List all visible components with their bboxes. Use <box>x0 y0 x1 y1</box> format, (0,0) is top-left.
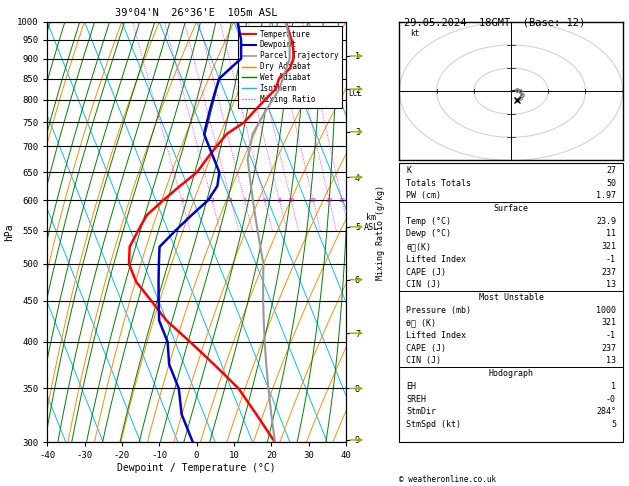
Text: 1: 1 <box>180 198 184 203</box>
Y-axis label: km
ASL: km ASL <box>364 213 379 232</box>
Text: 13: 13 <box>606 356 616 365</box>
Text: θᴀ(K): θᴀ(K) <box>406 242 431 251</box>
Text: 4: 4 <box>243 198 247 203</box>
Text: 237: 237 <box>601 344 616 353</box>
Text: -1: -1 <box>606 255 616 264</box>
Text: Totals Totals: Totals Totals <box>406 179 471 188</box>
Text: K: K <box>406 166 411 175</box>
Legend: Temperature, Dewpoint, Parcel Trajectory, Dry Adiabat, Wet Adiabat, Isotherm, Mi: Temperature, Dewpoint, Parcel Trajectory… <box>238 26 342 108</box>
Text: 1000: 1000 <box>596 306 616 314</box>
Text: Temp (°C): Temp (°C) <box>406 217 451 226</box>
Text: CAPE (J): CAPE (J) <box>406 344 446 353</box>
Text: 50: 50 <box>606 179 616 188</box>
Text: PW (cm): PW (cm) <box>406 191 441 200</box>
Text: Dewp (°C): Dewp (°C) <box>406 229 451 239</box>
Text: 20: 20 <box>326 198 333 203</box>
Text: EH: EH <box>406 382 416 391</box>
Text: 1: 1 <box>611 382 616 391</box>
Title: 39°04'N  26°36'E  105m ASL: 39°04'N 26°36'E 105m ASL <box>115 8 278 18</box>
Text: 5: 5 <box>611 420 616 429</box>
Text: 1.97: 1.97 <box>596 191 616 200</box>
Text: Hodograph: Hodograph <box>489 369 533 378</box>
Text: 11: 11 <box>606 229 616 239</box>
Text: 284°: 284° <box>596 407 616 417</box>
Text: 2: 2 <box>210 198 214 203</box>
Text: Mixing Ratio (g/kg): Mixing Ratio (g/kg) <box>376 185 385 279</box>
Text: StmDir: StmDir <box>406 407 436 417</box>
Text: Most Unstable: Most Unstable <box>479 293 543 302</box>
Text: StmSpd (kt): StmSpd (kt) <box>406 420 461 429</box>
Text: LCL: LCL <box>348 89 362 98</box>
Text: 15: 15 <box>309 198 317 203</box>
Text: 27: 27 <box>606 166 616 175</box>
Text: -0: -0 <box>606 395 616 403</box>
Text: 29.05.2024  18GMT  (Base: 12): 29.05.2024 18GMT (Base: 12) <box>404 17 585 27</box>
Text: Lifted Index: Lifted Index <box>406 255 466 264</box>
Text: 25: 25 <box>338 198 346 203</box>
Y-axis label: hPa: hPa <box>4 223 14 241</box>
Text: 23.9: 23.9 <box>596 217 616 226</box>
Text: 3: 3 <box>229 198 233 203</box>
Text: 10: 10 <box>287 198 295 203</box>
Text: CAPE (J): CAPE (J) <box>406 268 446 277</box>
Text: 321: 321 <box>601 242 616 251</box>
Text: 8: 8 <box>277 198 281 203</box>
Text: 237: 237 <box>601 268 616 277</box>
Text: © weatheronline.co.uk: © weatheronline.co.uk <box>399 474 496 484</box>
Text: Pressure (mb): Pressure (mb) <box>406 306 471 314</box>
Text: 321: 321 <box>601 318 616 328</box>
Text: Lifted Index: Lifted Index <box>406 331 466 340</box>
Text: Surface: Surface <box>494 204 528 213</box>
Text: -1: -1 <box>606 331 616 340</box>
Text: 13: 13 <box>606 280 616 289</box>
Text: CIN (J): CIN (J) <box>406 356 441 365</box>
Text: kt: kt <box>411 29 420 38</box>
Text: CIN (J): CIN (J) <box>406 280 441 289</box>
X-axis label: Dewpoint / Temperature (°C): Dewpoint / Temperature (°C) <box>117 463 276 473</box>
Text: 6: 6 <box>263 198 267 203</box>
Text: SREH: SREH <box>406 395 426 403</box>
Text: θᴀ (K): θᴀ (K) <box>406 318 436 328</box>
